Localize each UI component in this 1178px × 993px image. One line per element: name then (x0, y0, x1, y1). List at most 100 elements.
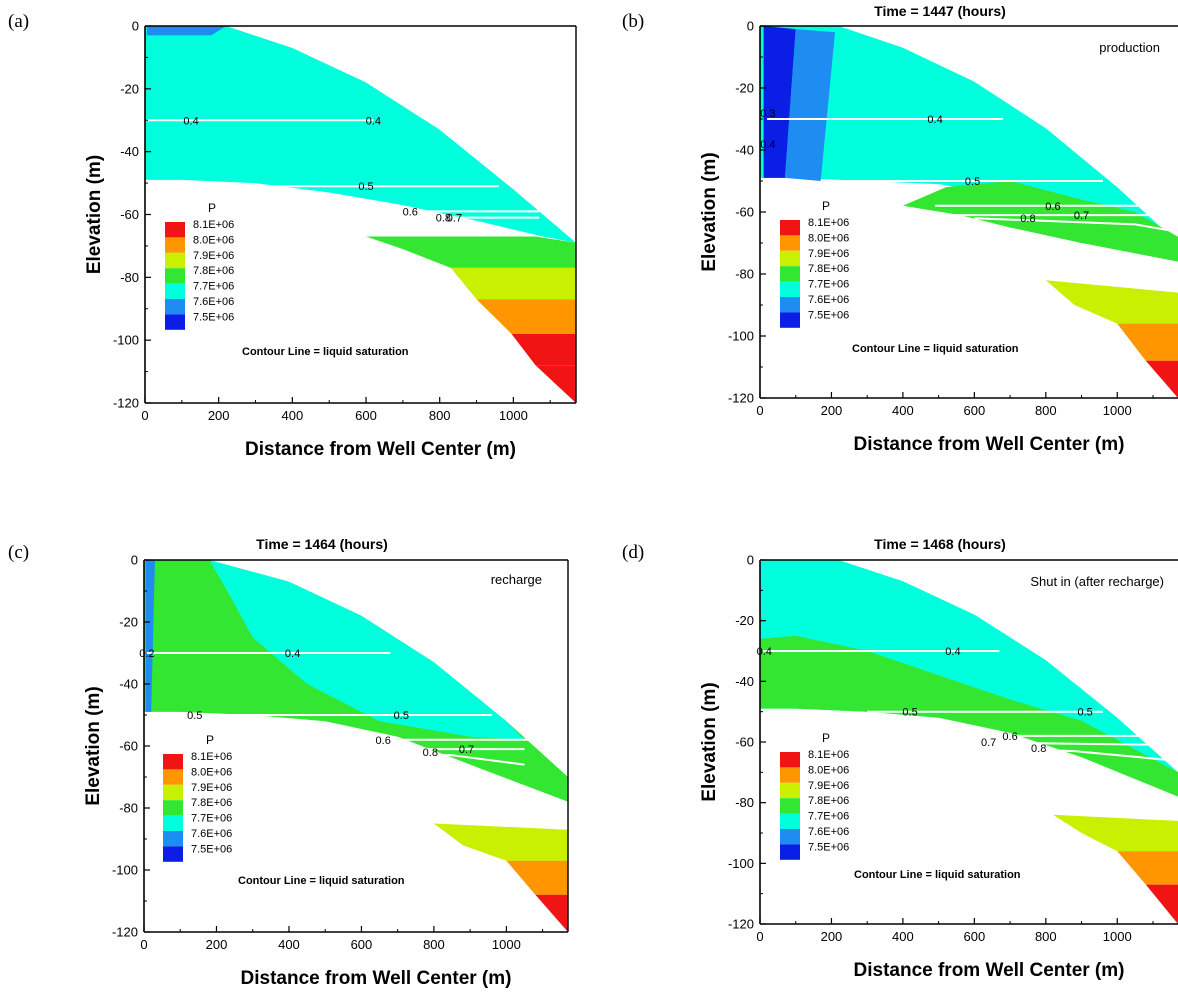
pressure-region-5 (511, 333, 576, 366)
y-tick-label-1: -20 (735, 81, 754, 96)
y-tick-label-1: -20 (735, 613, 754, 628)
contour-label-0: 0.2 (139, 648, 154, 660)
panel-a: 0.4 0.4 0.5 0.6 0.80.7 0 200 400 600 800 1000 0 -20 -… (8, 11, 577, 460)
y-tick-label-2: -40 (735, 143, 754, 158)
x-tick-label-0: 0 (756, 403, 763, 418)
legend-swatch-4 (780, 281, 800, 297)
x-tick-label-5: 1000 (1103, 403, 1132, 418)
saturation-contour-line-4 (354, 751, 525, 766)
legend-entry-3: 7.8E+06 (193, 265, 234, 277)
panel-label: (d) (622, 542, 644, 563)
legend-swatch-2 (165, 252, 185, 269)
y-tick-label-3: -60 (120, 207, 139, 222)
legend-entry-4: 7.7E+06 (193, 281, 234, 293)
contour-label-2: 0.4 (927, 114, 942, 126)
legend-swatch-0 (165, 222, 185, 238)
x-tick-label-5: 1000 (1103, 929, 1132, 944)
x-tick-label-4: 800 (1035, 403, 1057, 418)
y-tick-label-6: -120 (112, 925, 138, 940)
contour-label-1: 0.4 (945, 646, 960, 658)
x-tick-label-4: 800 (423, 937, 445, 952)
contour-label-4: 0.6 (1002, 731, 1017, 743)
y-tick-label-1: -20 (120, 81, 139, 96)
legend-swatch-1 (780, 767, 800, 783)
x-tick-label-3: 600 (964, 929, 986, 944)
x-tick-label-1: 200 (206, 937, 228, 952)
legend-swatch-5 (780, 829, 800, 845)
x-tick-label-5: 1000 (492, 937, 521, 952)
contour-label-2: 0.5 (358, 181, 373, 193)
panel-c: 0.2 0.40.5 0.50.60.70.80 200 400 600 800 10000-… (8, 536, 569, 989)
legend-swatch-5 (780, 297, 800, 313)
saturation-contour-line-4 (974, 217, 1172, 232)
x-tick-label-0: 0 (140, 937, 147, 952)
x-axis-label: Distance from Well Center (m) (854, 960, 1125, 981)
legend-entry-2: 7.9E+06 (808, 248, 849, 260)
y-tick-label-4: -80 (735, 795, 754, 810)
chart-title: Time = 1447 (hours) (874, 3, 1006, 19)
legend-entry-1: 8.0E+06 (808, 764, 849, 776)
legend-swatch-4 (780, 813, 800, 829)
legend-swatch-5 (163, 831, 183, 847)
y-axis-label: Elevation (m) (84, 155, 105, 274)
legend-entry-3: 7.8E+06 (808, 795, 849, 807)
y-axis-label: Elevation (m) (699, 682, 720, 801)
contour-label-4: 0.6 (376, 735, 391, 747)
x-tick-label-1: 200 (821, 929, 843, 944)
pressure-region-2 (1053, 814, 1178, 852)
y-tick-label-6: -120 (728, 391, 754, 406)
legend-entry-1: 8.0E+06 (191, 766, 232, 778)
contour-label-0: 0.4 (760, 139, 775, 151)
contour-label-5: 0.7 (459, 744, 474, 756)
y-axis-label: Elevation (m) (83, 686, 104, 805)
y-tick-label-1: -20 (119, 615, 138, 630)
legend-entry-6: 7.5E+06 (808, 309, 849, 321)
x-tick-label-3: 600 (351, 937, 373, 952)
pressure-region-1 (209, 560, 525, 740)
legend-title: P (822, 731, 830, 745)
x-tick-label-5: 1000 (499, 408, 528, 423)
x-tick-label-3: 600 (964, 403, 986, 418)
legend-swatch-0 (780, 752, 800, 768)
x-tick-label-2: 400 (278, 937, 300, 952)
contour-label-6: 0.8 (1031, 743, 1046, 755)
pressure-region-2 (366, 236, 576, 268)
legend-swatch-2 (780, 782, 800, 799)
pressure-region-5 (1117, 323, 1178, 361)
y-axis-label: Elevation (m) (699, 152, 720, 271)
chart-title: Time = 1468 (hours) (874, 536, 1006, 552)
y-tick-label-4: -80 (119, 801, 138, 816)
contour-label-6: 0.8 (423, 747, 438, 759)
legend-caption: Contour Line = liquid saturation (238, 875, 405, 887)
legend-swatch-6 (163, 846, 183, 862)
legend-swatch-4 (165, 283, 185, 299)
legend-caption: Contour Line = liquid saturation (852, 343, 1019, 355)
saturation-contour-line-3 (935, 741, 1171, 746)
legend-swatch-0 (163, 754, 183, 770)
legend-entry-5: 7.6E+06 (191, 828, 232, 840)
y-tick-label-0: 0 (747, 19, 754, 34)
contour-label-5: 0.7 (981, 737, 996, 749)
pressure-region-0 (145, 26, 576, 243)
legend-swatch-1 (165, 237, 185, 253)
legend-entry-0: 8.1E+06 (808, 749, 849, 761)
y-tick-label-2: -40 (735, 674, 754, 689)
legend-swatch-3 (780, 266, 800, 282)
x-tick-label-4: 800 (429, 408, 451, 423)
contour-label-2: 0.5 (902, 707, 917, 719)
legend-swatch-3 (163, 800, 183, 816)
legend-entry-4: 7.7E+06 (808, 811, 849, 823)
pressure-region-3 (450, 267, 576, 300)
pressure-region-3 (1117, 851, 1178, 885)
legend-entry-3: 7.8E+06 (191, 797, 232, 809)
x-tick-label-2: 400 (281, 408, 303, 423)
contour-label-3: 0.5 (1077, 707, 1092, 719)
contour-label-0: 0.4 (183, 115, 198, 127)
y-tick-label-5: -100 (728, 329, 754, 344)
legend-title: P (208, 201, 216, 215)
y-tick-label-2: -40 (119, 677, 138, 692)
legend-swatch-6 (165, 314, 185, 330)
contour-label-1: 0.4 (285, 648, 300, 660)
phase-annotation: Shut in (after recharge) (1030, 574, 1164, 589)
